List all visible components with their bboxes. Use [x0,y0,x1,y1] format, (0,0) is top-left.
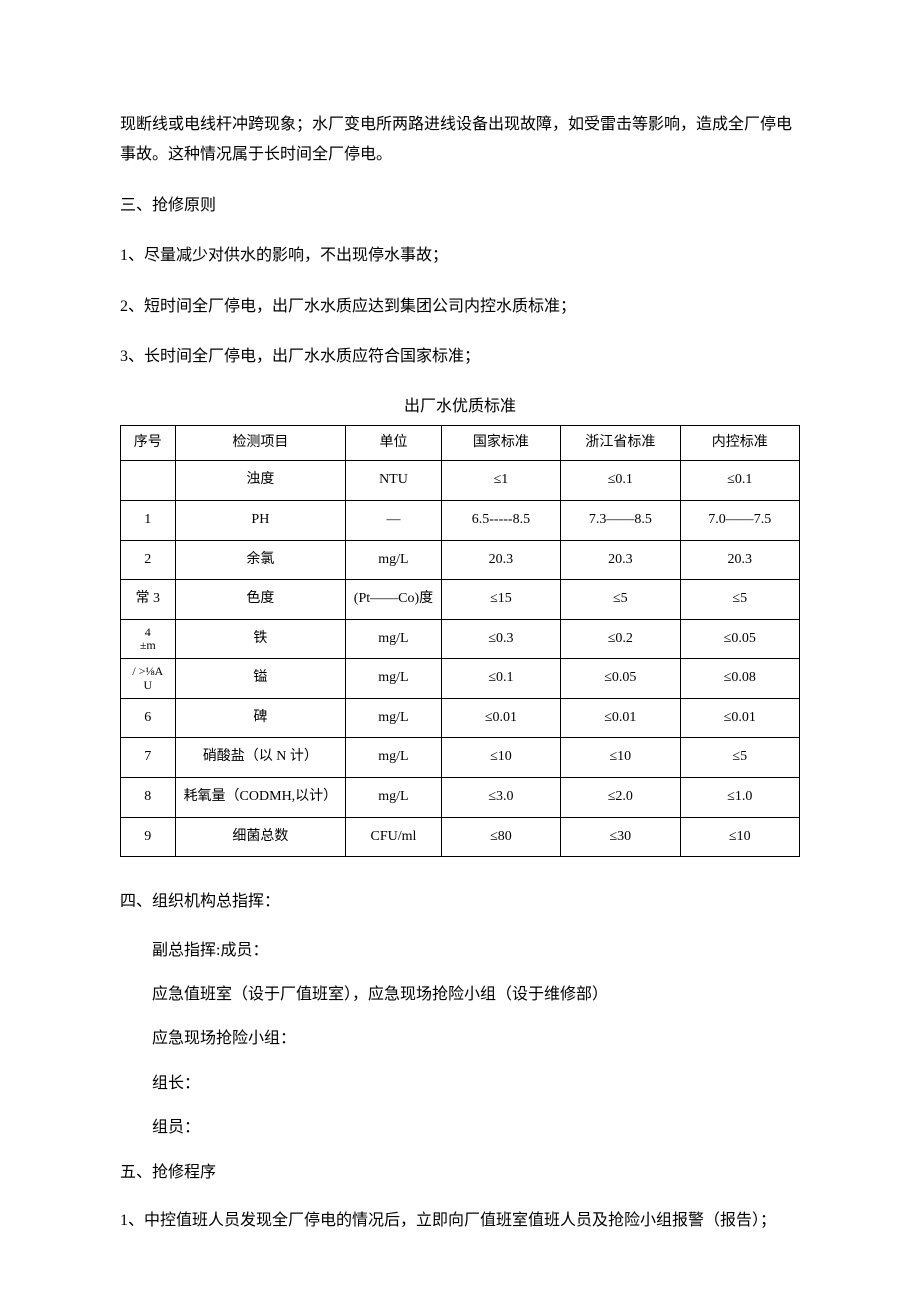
cell-national: ≤0.01 [441,698,560,738]
cell-internal: ≤0.08 [680,659,799,699]
document-page: 现断线或电线杆冲跨现象；水厂变电所两路进线设备出现故障，如受雷击等影响，造成全厂… [0,0,920,1316]
cell-unit: mg/L [346,698,442,738]
table-row: 常 3色度(Pt——Co)度≤15≤5≤5 [121,580,800,620]
table-title: 出厂水优质标准 [120,392,800,422]
cell-unit: (Pt——Co)度 [346,580,442,620]
cell-zhejiang: ≤10 [561,738,680,778]
cell-seq: 2 [121,540,176,580]
cell-zhejiang: ≤5 [561,580,680,620]
th-item: 检测项目 [175,425,346,461]
cell-zhejiang: ≤0.05 [561,659,680,699]
water-quality-table: 序号 检测项目 单位 国家标准 浙江省标准 内控标准 浊度NTU≤1≤0.1≤0… [120,425,800,858]
section-4-line-2: 应急值班室（设于厂值班室），应急现场抢险小组（设于维修部） [120,980,800,1010]
cell-national: 6.5-----8.5 [441,500,560,540]
cell-item: 浊度 [175,461,346,501]
cell-item: 碑 [175,698,346,738]
cell-seq: 4±m [121,619,176,659]
th-internal: 内控标准 [680,425,799,461]
cell-national: ≤80 [441,817,560,857]
table-row: 8耗氧量（CODMH,以计）mg/L≤3.0≤2.0≤1.0 [121,778,800,818]
section-3-item-1: 1、尽量减少对供水的影响，不出现停水事故； [120,241,800,271]
cell-internal: ≤5 [680,738,799,778]
cell-unit: NTU [346,461,442,501]
th-zhejiang: 浙江省标准 [561,425,680,461]
cell-zhejiang: ≤0.2 [561,619,680,659]
cell-unit: mg/L [346,540,442,580]
table-row: 4±m铁mg/L≤0.3≤0.2≤0.05 [121,619,800,659]
cell-internal: ≤5 [680,580,799,620]
cell-item: 镒 [175,659,346,699]
cell-unit: mg/L [346,619,442,659]
table-row: 6碑mg/L≤0.01≤0.01≤0.01 [121,698,800,738]
cell-item: 耗氧量（CODMH,以计） [175,778,346,818]
table-row: 1PH—6.5-----8.57.3——8.57.0——7.5 [121,500,800,540]
section-5-item-1: 1、中控值班人员发现全厂停电的情况后，立即向厂值班室值班人员及抢险小组报警（报告… [120,1206,800,1236]
cell-unit: mg/L [346,778,442,818]
section-4-line-3: 应急现场抢险小组： [120,1024,800,1054]
cell-internal: ≤0.01 [680,698,799,738]
cell-national: 20.3 [441,540,560,580]
cell-national: ≤10 [441,738,560,778]
section-5-heading: 五、抢修程序 [120,1158,800,1188]
cell-zhejiang: ≤2.0 [561,778,680,818]
cell-unit: CFU/ml [346,817,442,857]
cell-internal: 20.3 [680,540,799,580]
th-unit: 单位 [346,425,442,461]
table-row: / >⅛AU镒mg/L≤0.1≤0.05≤0.08 [121,659,800,699]
section-4-line-5: 组员： [120,1113,800,1143]
cell-national: ≤0.1 [441,659,560,699]
section-3-heading: 三、抢修原则 [120,191,800,221]
cell-zhejiang: ≤0.1 [561,461,680,501]
cell-national: ≤0.3 [441,619,560,659]
cell-internal: ≤10 [680,817,799,857]
cell-item: 硝酸盐（以 N 计） [175,738,346,778]
cell-item: 色度 [175,580,346,620]
table-body: 浊度NTU≤1≤0.1≤0.11PH—6.5-----8.57.3——8.57.… [121,461,800,857]
cell-zhejiang: 7.3——8.5 [561,500,680,540]
table-row: 9细菌总数CFU/ml≤80≤30≤10 [121,817,800,857]
cell-zhejiang: 20.3 [561,540,680,580]
cell-item: PH [175,500,346,540]
cell-seq [121,461,176,501]
cell-unit: mg/L [346,659,442,699]
cell-internal: 7.0——7.5 [680,500,799,540]
cell-internal: ≤1.0 [680,778,799,818]
cell-item: 铁 [175,619,346,659]
table-row: 浊度NTU≤1≤0.1≤0.1 [121,461,800,501]
cell-seq: 常 3 [121,580,176,620]
intro-paragraph: 现断线或电线杆冲跨现象；水厂变电所两路进线设备出现故障，如受雷击等影响，造成全厂… [120,110,800,171]
section-4-heading: 四、组织机构总指挥： [120,887,800,917]
section-3-item-2: 2、短时间全厂停电，出厂水水质应达到集团公司内控水质标准； [120,292,800,322]
cell-seq: / >⅛AU [121,659,176,699]
cell-national: ≤1 [441,461,560,501]
cell-national: ≤3.0 [441,778,560,818]
table-row: 7硝酸盐（以 N 计）mg/L≤10≤10≤5 [121,738,800,778]
cell-seq: 6 [121,698,176,738]
section-4-line-1: 副总指挥:成员： [120,936,800,966]
section-4-line-4: 组长： [120,1069,800,1099]
cell-seq: 8 [121,778,176,818]
cell-item: 余氯 [175,540,346,580]
cell-national: ≤15 [441,580,560,620]
cell-seq: 7 [121,738,176,778]
cell-unit: — [346,500,442,540]
cell-seq: 9 [121,817,176,857]
cell-internal: ≤0.05 [680,619,799,659]
cell-internal: ≤0.1 [680,461,799,501]
th-seq: 序号 [121,425,176,461]
cell-zhejiang: ≤30 [561,817,680,857]
cell-seq: 1 [121,500,176,540]
table-row: 2余氯mg/L20.320.320.3 [121,540,800,580]
section-3-item-3: 3、长时间全厂停电，出厂水水质应符合国家标准； [120,342,800,372]
th-national: 国家标准 [441,425,560,461]
cell-zhejiang: ≤0.01 [561,698,680,738]
cell-unit: mg/L [346,738,442,778]
table-header-row: 序号 检测项目 单位 国家标准 浙江省标准 内控标准 [121,425,800,461]
cell-item: 细菌总数 [175,817,346,857]
